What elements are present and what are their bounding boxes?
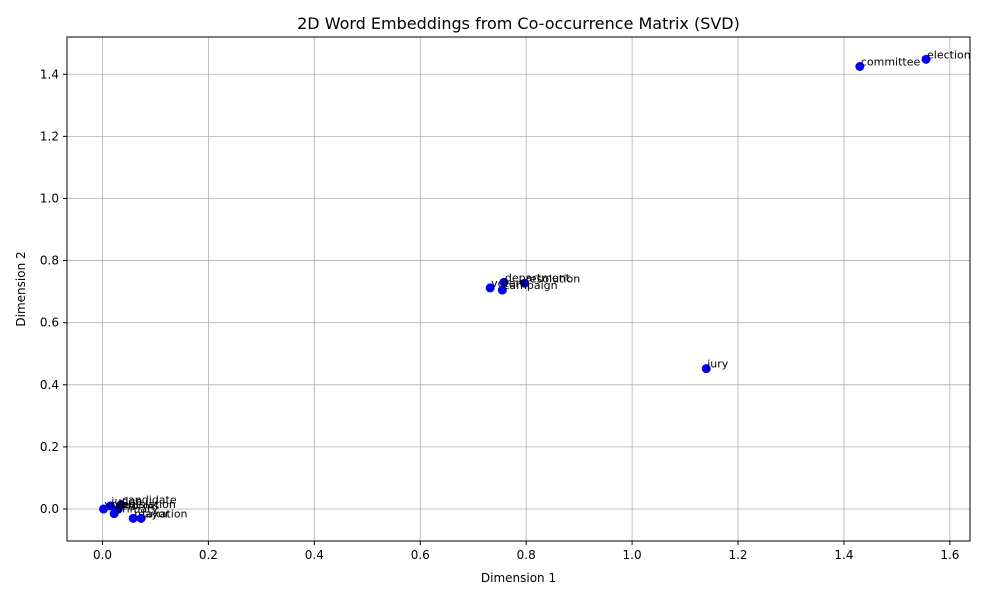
- data-point: [855, 62, 865, 72]
- point-labels: electioncommitteedepartmentresolutionvot…: [105, 48, 971, 520]
- point-label: jury: [706, 358, 729, 371]
- x-tick-label: 0.6: [411, 548, 430, 562]
- data-point: [109, 509, 119, 519]
- data-point: [520, 278, 530, 288]
- y-tick-label: 0.0: [40, 502, 59, 516]
- point-label: primary: [115, 503, 159, 516]
- y-axis-label: Dimension 2: [14, 251, 28, 326]
- point-label: resolution: [526, 272, 581, 285]
- point-label: campaign: [503, 279, 557, 292]
- point-label: mayor: [134, 507, 170, 520]
- x-tick-label: 0.2: [199, 548, 218, 562]
- point-label: reforms: [117, 500, 160, 513]
- point-label: committee: [861, 56, 921, 69]
- y-tick-label: 0.6: [40, 316, 59, 330]
- point-label: taxation: [142, 507, 187, 520]
- grid: [67, 37, 970, 541]
- x-tick-label: 0.8: [517, 548, 536, 562]
- point-label: voters: [491, 277, 526, 290]
- data-point: [701, 364, 711, 374]
- data-point: [485, 283, 495, 293]
- y-tick-label: 0.4: [40, 378, 59, 392]
- point-label: election: [927, 48, 971, 61]
- x-tick-label: 1.4: [834, 548, 853, 562]
- point-label: legislation: [119, 498, 175, 511]
- point-label: vote: [105, 498, 130, 511]
- y-tick-label: 0.8: [40, 254, 59, 268]
- chart-title: 2D Word Embeddings from Co-occurrence Ma…: [297, 14, 740, 33]
- x-tick-label: 1.0: [623, 548, 642, 562]
- x-tick-label: 0.4: [305, 548, 324, 562]
- point-label: candidate: [122, 494, 177, 507]
- data-point: [136, 513, 146, 523]
- y-tick-label: 1.0: [40, 191, 59, 205]
- data-points: [99, 54, 931, 523]
- data-point: [99, 504, 109, 514]
- point-label: judge: [110, 495, 142, 508]
- x-axis-ticks: 0.0 0.2 0.4 0.6 0.8 1.0 1.2 1.4 1.6: [93, 541, 959, 562]
- x-tick-label: 1.6: [940, 548, 959, 562]
- data-point: [497, 285, 507, 295]
- plot-frame: [66, 36, 971, 542]
- point-label: department: [505, 271, 571, 284]
- data-point: [499, 277, 509, 287]
- data-point: [128, 513, 138, 523]
- data-point: [921, 54, 931, 64]
- x-tick-label: 0.0: [93, 548, 112, 562]
- y-axis-ticks: 0.0 0.2 0.4 0.6 0.8 1.0 1.2 1.4: [40, 67, 67, 516]
- x-axis-label: Dimension 1: [481, 571, 556, 585]
- y-tick-label: 1.2: [40, 129, 59, 143]
- y-tick-label: 0.2: [40, 440, 59, 454]
- y-tick-label: 1.4: [40, 67, 59, 81]
- x-tick-label: 1.2: [728, 548, 747, 562]
